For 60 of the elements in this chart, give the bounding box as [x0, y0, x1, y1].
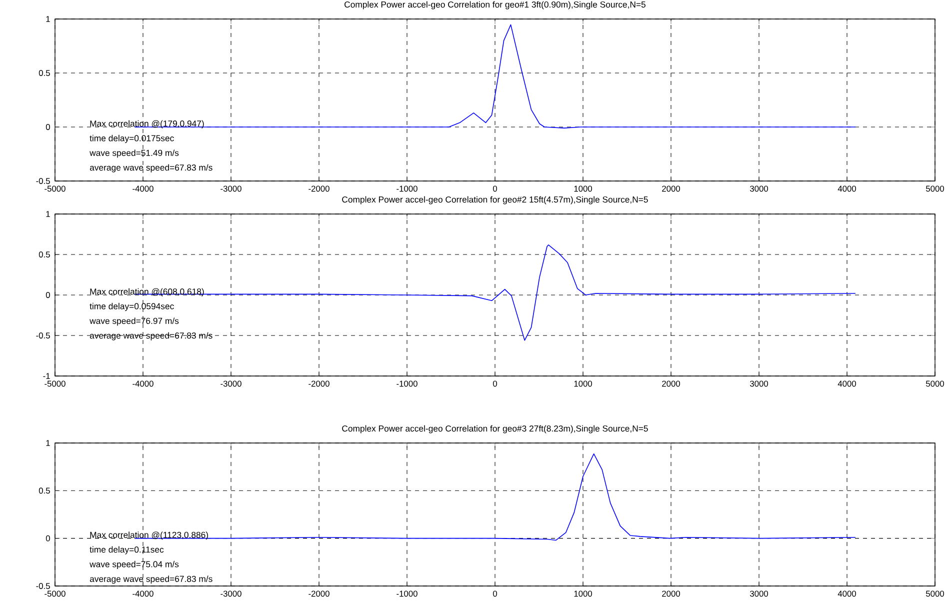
annotation: average wave speed=67.83 m/s: [90, 576, 212, 584]
y-tick-label: 0: [46, 535, 50, 542]
x-tick-label: 2000: [662, 380, 680, 387]
chart-title: Complex Power accel-geo Correlation for geo#2 15ft(4.57m),Single Source,N=5: [342, 196, 648, 204]
x-tick-label: 5000: [926, 380, 944, 387]
x-tick-label: 4000: [838, 186, 856, 192]
chart-title: Complex Power accel-geo Correlation for geo#3 27ft(8.23m),Single Source,N=5: [342, 425, 648, 434]
x-tick-label: -5000: [44, 380, 66, 387]
x-tick-label: 3000: [750, 590, 768, 597]
annotation: time delay=0.0175sec: [90, 134, 174, 144]
annotation: Max correlation @(1123,0.886): [90, 532, 208, 540]
y-tick-label: 0.5: [38, 252, 50, 258]
annotation: average wave speed=67.83 m/s: [90, 332, 212, 340]
x-tick-label: -4000: [132, 380, 154, 387]
x-tick-label: -2000: [308, 590, 330, 597]
x-tick-label: -5000: [44, 590, 66, 597]
x-tick-label: 1000: [574, 590, 592, 597]
annotation: wave speed=51.49 m/s: [90, 150, 179, 158]
x-tick-label: 1000: [574, 380, 592, 387]
x-tick-label: -1000: [396, 186, 418, 192]
y-tick-label: 0: [46, 292, 50, 298]
y-tick-label: -0.5: [36, 178, 50, 184]
x-tick-label: 0: [493, 590, 498, 597]
y-tick-label: -0.5: [36, 583, 50, 589]
y-tick-label: 1: [46, 440, 50, 446]
annotation: average wave speed=67.83 m/s: [90, 164, 212, 172]
annotation: time delay=0.11sec: [90, 546, 164, 554]
y-tick-label: 0.5: [38, 70, 50, 76]
x-tick-label: -3000: [220, 186, 242, 192]
y-tick-label: 0: [46, 124, 50, 130]
y-tick-label: 1: [46, 211, 50, 217]
x-tick-label: 4000: [838, 590, 856, 597]
annotation: wave speed=76.97 m/s: [90, 318, 179, 326]
x-tick-label: 3000: [750, 380, 768, 387]
x-tick-label: -5000: [44, 186, 66, 192]
x-tick-label: -2000: [308, 380, 330, 387]
y-tick-label: 1: [46, 16, 50, 22]
x-tick-label: -3000: [220, 380, 242, 387]
x-tick-label: 2000: [662, 186, 680, 192]
x-tick-label: -1000: [396, 380, 418, 387]
x-tick-label: 0: [493, 380, 498, 387]
annotation: wave speed=75.04 m/s: [90, 560, 179, 570]
chart-title: Complex Power accel-geo Correlation for geo#1 3ft(0.90m),Single Source,N=5: [344, 1, 646, 10]
x-tick-label: -2000: [308, 186, 330, 192]
x-tick-label: -4000: [132, 186, 154, 192]
x-tick-label: 5000: [926, 590, 944, 597]
x-tick-label: 2000: [662, 590, 680, 597]
x-tick-label: -4000: [132, 590, 154, 597]
y-tick-label: -1: [43, 373, 50, 379]
annotation: time delay=0.0594sec: [90, 302, 174, 312]
y-tick-label: 0.5: [38, 488, 50, 494]
x-tick-label: 5000: [926, 186, 944, 192]
annotation: Max correlation @(179,0.947): [90, 120, 204, 128]
x-tick-label: -1000: [396, 590, 418, 597]
x-tick-label: 0: [493, 186, 498, 192]
y-tick-label: -0.5: [36, 332, 50, 338]
x-tick-label: 1000: [574, 186, 592, 192]
x-tick-label: 4000: [838, 380, 856, 387]
x-tick-label: 3000: [750, 186, 768, 192]
x-tick-label: -3000: [220, 590, 242, 597]
